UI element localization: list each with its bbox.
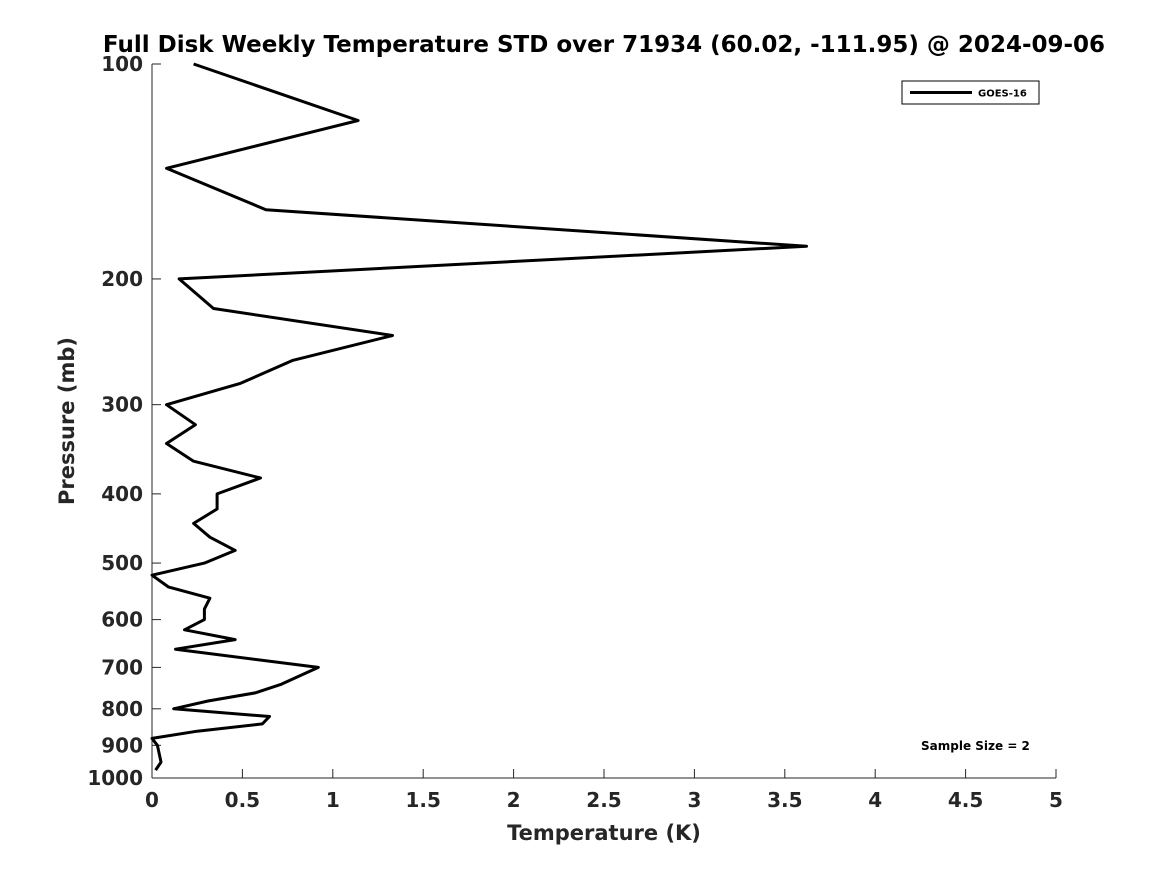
y-tick-label: 700: [101, 655, 143, 679]
x-tick-label: 3.5: [767, 788, 802, 812]
y-tick-label: 500: [101, 551, 143, 575]
sample-size-annotation: Sample Size = 2: [921, 739, 1030, 753]
x-tick-label: 1.5: [405, 788, 440, 812]
x-tick-label: 2.5: [586, 788, 621, 812]
x-tick-label: 0: [145, 788, 159, 812]
legend: GOES-16: [901, 80, 1040, 105]
legend-label-goes-16: GOES-16: [978, 89, 1027, 100]
x-tick-label: 4: [868, 788, 882, 812]
x-tick-label: 5: [1049, 788, 1063, 812]
y-tick-label: 1000: [87, 766, 143, 790]
y-tick-label: 100: [101, 52, 143, 76]
x-tick-label: 3: [687, 788, 701, 812]
y-tick-label: 300: [101, 393, 143, 417]
x-tick-label: 4.5: [948, 788, 983, 812]
y-tick-label: 800: [101, 697, 143, 721]
y-tick-label: 200: [101, 267, 143, 291]
series-line-goes-16: [150, 62, 808, 771]
y-tick-label: 600: [101, 608, 143, 632]
axes: 0 0.5 1 1.5 2 2.5 3 3.5 4 4.5 5 100 200 300 400 500 600 7…: [87, 52, 1063, 812]
chart-title: Full Disk Weekly Temperature STD over 71…: [103, 32, 1105, 58]
x-tick-label: 0.5: [225, 788, 260, 812]
x-axis-label: Temperature (K): [507, 821, 701, 845]
y-axis-label: Pressure (mb): [55, 337, 79, 505]
y-tick-label: 400: [101, 482, 143, 506]
x-tick-label: 2: [507, 788, 521, 812]
y-tick-label: 900: [101, 733, 143, 757]
x-tick-label: 1: [326, 788, 340, 812]
